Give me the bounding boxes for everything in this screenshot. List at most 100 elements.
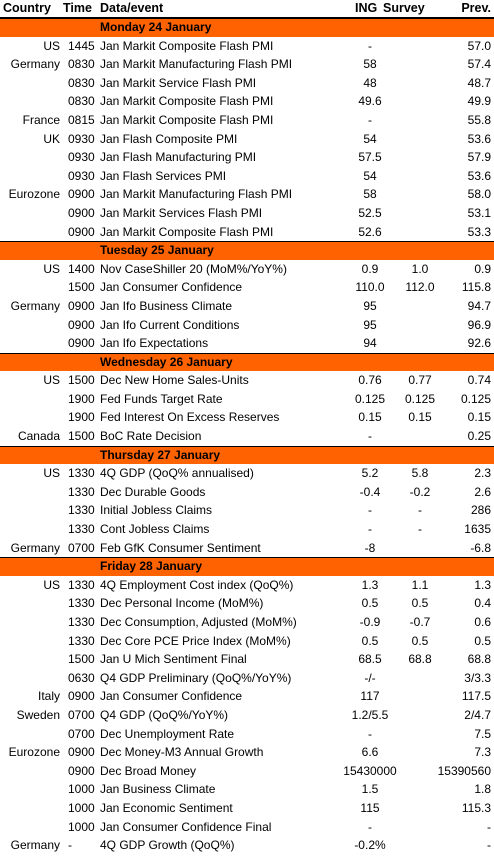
cell: 52.6 — [358, 224, 382, 239]
cell: US — [43, 38, 60, 53]
data-row: 0830 Jan Markit Service Flash PMI 48 48.7 — [0, 74, 494, 93]
cell: 0900 — [68, 745, 95, 760]
cell: 0.15 — [408, 410, 432, 425]
cell: - — [368, 503, 372, 518]
data-row: US 1500 Dec New Home Sales-Units 0.76 0.77 0.… — [0, 371, 494, 390]
cell: 1445 — [68, 38, 95, 53]
data-row: UK 0930 Jan Flash Composite PMI 54 53.6 — [0, 130, 494, 149]
section-header: Monday 24 January — [0, 18, 494, 37]
cell: 0700 — [68, 726, 95, 741]
cell: Jan Markit Composite Flash PMI — [100, 94, 274, 109]
cell: - — [368, 726, 372, 741]
cell: 0930 — [68, 131, 95, 146]
cell: 1.1 — [411, 577, 429, 592]
cell: Jan Ifo Current Conditions — [100, 317, 240, 332]
cell: 58.0 — [467, 187, 491, 202]
cell: - — [487, 838, 491, 853]
cell: 49.9 — [467, 94, 491, 109]
cell: 0.5 — [361, 633, 379, 648]
cell: Jan Markit Service Flash PMI — [100, 75, 257, 90]
cell: 54 — [363, 131, 377, 146]
cell: Jan Consumer Confidence — [100, 689, 243, 704]
cell: Germany — [10, 57, 60, 72]
cell: 1900 — [68, 391, 95, 406]
cell: -0.4 — [359, 484, 381, 499]
cell: 0900 — [68, 317, 95, 332]
data-row: 1000 Jan Business Climate 1.5 1.8 — [0, 780, 494, 799]
cell: - — [368, 38, 372, 53]
data-row: Eurozone 0900 Dec Money-M3 Annual Growth 6.… — [0, 743, 494, 762]
cell: 48.7 — [467, 75, 491, 90]
cell: Jan Flash Services PMI — [100, 168, 227, 183]
cell: 0900 — [68, 336, 95, 351]
cell: - — [418, 503, 422, 518]
section-header: Tuesday 25 January — [0, 241, 494, 260]
section-header: Friday 28 January — [0, 557, 494, 576]
cell: -0.2% — [354, 838, 386, 853]
cell: 1330 — [68, 522, 95, 537]
data-row: 0900 Jan Markit Services Flash PMI 52.5 53.… — [0, 204, 494, 223]
cell: US — [43, 373, 60, 388]
header-cell: Country — [3, 1, 51, 15]
cell: Jan Ifo Expectations — [100, 336, 209, 351]
cell: 110.0 — [355, 280, 385, 295]
section-header: Thursday 27 January — [0, 445, 494, 465]
cell: 53.6 — [467, 131, 491, 146]
cell: 0.74 — [467, 373, 491, 388]
cell: 115.3 — [461, 800, 491, 815]
cell: 1330 — [68, 615, 95, 629]
cell: 94.7 — [467, 298, 491, 313]
cell: UK — [43, 131, 60, 146]
cell: 117 — [360, 689, 380, 704]
cell: - — [368, 819, 372, 834]
cell: 115.8 — [461, 280, 491, 295]
cell: 0.9 — [361, 261, 379, 276]
cell: Jan Flash Manufacturing PMI — [100, 150, 257, 165]
cell: 58 — [363, 187, 377, 202]
cell: Jan Economic Sentiment — [100, 800, 233, 815]
data-row: 1330 Dec Personal Income (MoM%) 0.5 0.5 0.4 — [0, 594, 494, 613]
cell: 1.3 — [474, 577, 491, 592]
cell: 4Q GDP Growth (QoQ%) — [100, 838, 235, 853]
data-row: 1330 Initial Jobless Claims - - 286 — [0, 501, 494, 520]
data-row: 0630 Q4 GDP Preliminary (QoQ%/YoY%) -/- 3/3… — [0, 669, 494, 688]
cell: US — [43, 261, 60, 276]
cell: 0.9 — [474, 261, 491, 276]
cell: 94 — [363, 336, 377, 351]
cell: 96.9 — [467, 317, 491, 332]
cell: 2.3 — [474, 466, 491, 481]
cell: Q4 GDP Preliminary (QoQ%/YoY%) — [100, 670, 292, 685]
data-row: 1500 Jan U Mich Sentiment Final 68.5 68.8 68… — [0, 650, 494, 669]
cell: 1.2/5.5 — [351, 707, 389, 722]
data-row: US 1445 Jan Markit Composite Flash PMI - 57.… — [0, 37, 494, 56]
cell: Jan Consumer Confidence — [100, 280, 243, 295]
data-row: 0830 Jan Markit Composite Flash PMI 49.6 49… — [0, 92, 494, 111]
cell: 0.15 — [467, 410, 491, 425]
cell: 48 — [363, 75, 377, 90]
cell: -8 — [364, 540, 376, 555]
cell: 0.77 — [408, 373, 432, 388]
data-row: 0900 Dec Broad Money 15430000 15390560 — [0, 762, 494, 781]
cell: 0.6 — [474, 615, 491, 629]
cell: 1500 — [68, 280, 95, 295]
data-row: 1900 Fed Interest On Excess Reserves 0.15 0… — [0, 408, 494, 427]
cell: 1330 — [68, 503, 95, 518]
cell: 1000 — [68, 819, 95, 834]
data-row: Eurozone 0900 Jan Markit Manufacturing Fla… — [0, 185, 494, 204]
cell: 0900 — [68, 763, 95, 778]
cell: 0.5 — [474, 633, 491, 648]
data-row: 1330 Cont Jobless Claims - - 1635 — [0, 520, 494, 539]
cell: 0900 — [68, 689, 95, 704]
cell: 0900 — [68, 224, 95, 239]
cell: Italy — [37, 689, 60, 704]
cell: 0.125 — [354, 391, 386, 406]
cell: 1330 — [68, 596, 95, 611]
data-row: Canada 1500 BoC Rate Decision - 0.25 — [0, 427, 494, 446]
data-row: 1000 Jan Consumer Confidence Final - - — [0, 818, 494, 837]
cell: 58 — [363, 57, 377, 72]
cell: 0.5 — [411, 633, 429, 648]
header-cell: Survey — [383, 1, 425, 15]
section-header: Wednesday 26 January — [0, 352, 494, 372]
cell: Jan Markit Composite Flash PMI — [100, 112, 274, 127]
cell: 95 — [363, 298, 377, 313]
